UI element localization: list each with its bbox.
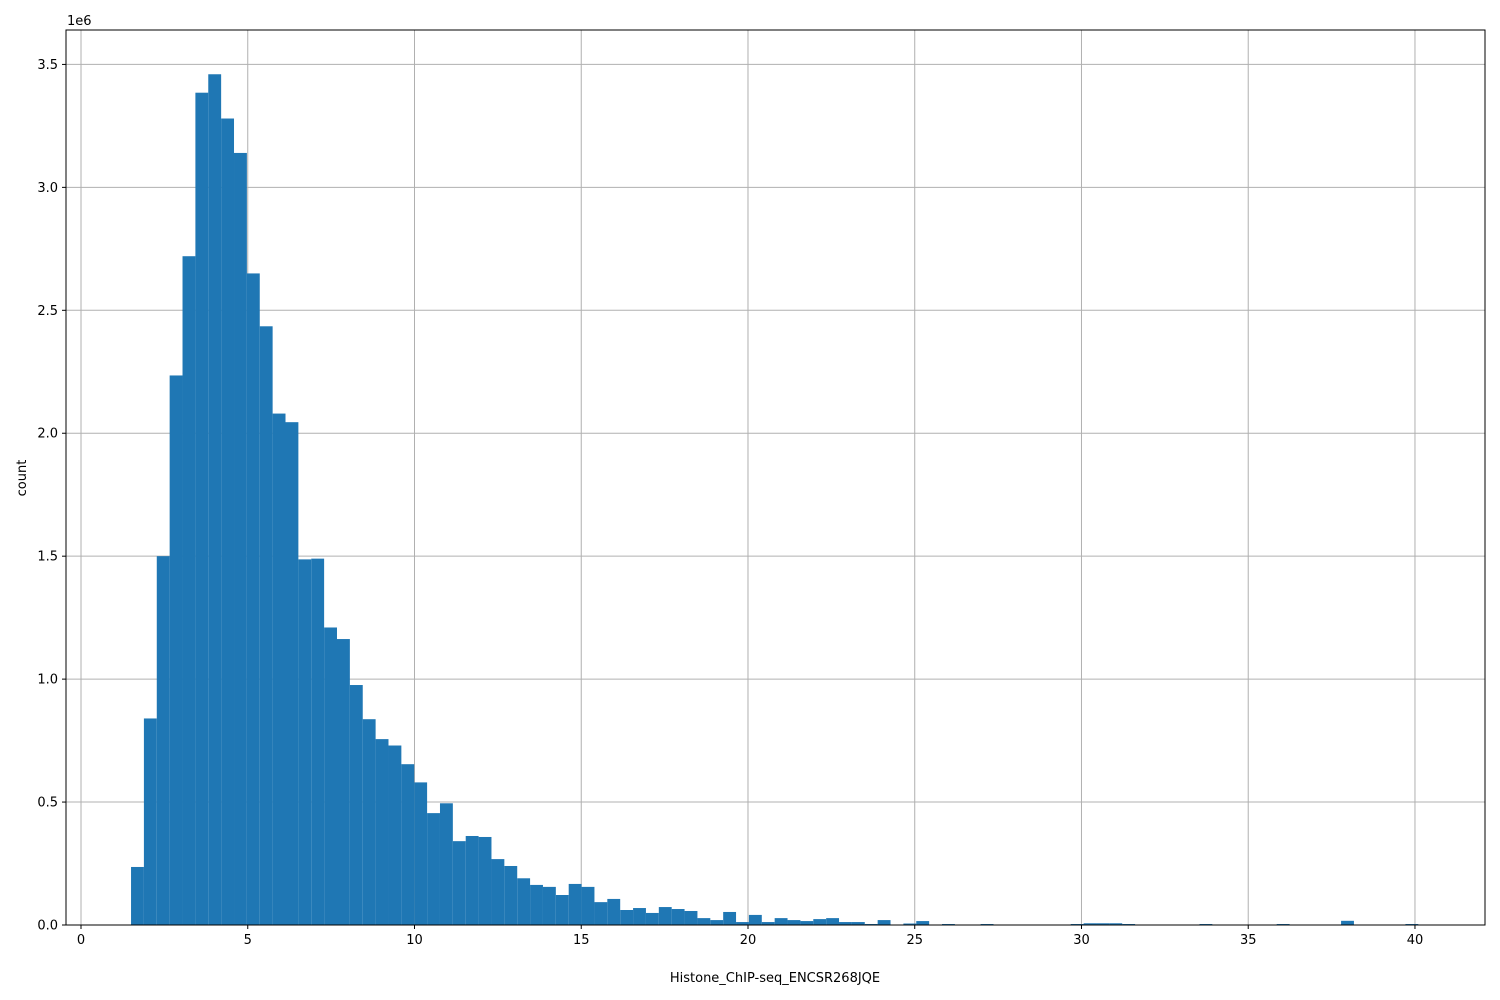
histogram-bar	[671, 909, 685, 925]
histogram-bar	[491, 859, 505, 925]
y-tick-label: 3.0	[37, 181, 58, 196]
histogram-bar	[813, 919, 827, 925]
bars	[131, 74, 1419, 926]
x-tick-label: 40	[1407, 933, 1424, 948]
histogram-bar	[156, 556, 170, 925]
histogram-bar	[285, 422, 299, 925]
histogram-bar	[169, 375, 183, 925]
x-tick-label: 30	[1073, 933, 1090, 948]
y-tick-label: 1.0	[37, 673, 58, 688]
histogram-bar	[1083, 923, 1097, 925]
histogram-bar	[1109, 923, 1123, 925]
histogram-bar	[182, 256, 196, 925]
histogram-bar	[723, 911, 737, 925]
histogram-bar	[221, 118, 235, 926]
histogram-bar	[452, 841, 466, 925]
histogram-bar	[658, 907, 672, 925]
y-axis-ticks: 0.0 0.5 1.0 1.5 2.0 2.5 3.0 3.5	[37, 58, 66, 934]
histogram-bar	[645, 912, 659, 925]
histogram-bar	[1096, 923, 1110, 925]
histogram-bar	[427, 813, 440, 925]
histogram-bar	[761, 922, 775, 925]
histogram-bar	[748, 914, 762, 925]
histogram-bar	[620, 910, 634, 925]
histogram-bar	[736, 922, 749, 925]
x-tick-label: 35	[1240, 933, 1257, 948]
histogram-bar	[839, 922, 852, 925]
histogram-bar	[143, 718, 157, 925]
histogram-bar	[478, 836, 492, 925]
histogram-bar	[465, 835, 479, 925]
histogram-bar	[131, 866, 144, 925]
y-tick-label: 0.5	[37, 796, 58, 811]
histogram-bar	[903, 923, 917, 925]
histogram-bar	[336, 639, 350, 925]
y-tick-label: 1.5	[37, 550, 58, 565]
histogram-bar	[311, 558, 325, 925]
y-tick-label: 2.0	[37, 427, 58, 442]
histogram-bar	[324, 627, 337, 925]
histogram-bar	[388, 745, 402, 925]
y-axis-label: count	[15, 460, 30, 497]
histogram-bar	[208, 74, 222, 925]
x-axis-ticks: 0 5 10 15 20 25 30 35 40	[77, 925, 1423, 948]
x-tick-label: 0	[77, 933, 85, 948]
histogram-bar	[234, 152, 247, 925]
x-tick-label: 5	[244, 933, 252, 948]
y-tick-label: 3.5	[37, 58, 58, 73]
histogram-bar	[1341, 920, 1354, 925]
y-offset-label: 1e6	[67, 14, 92, 29]
histogram-bar	[774, 918, 788, 925]
histogram-bar	[607, 898, 621, 925]
histogram-bar	[439, 803, 453, 925]
histogram-bar	[246, 273, 260, 926]
histogram-bar	[259, 326, 273, 926]
x-tick-label: 10	[406, 933, 423, 948]
histogram-bar	[542, 886, 556, 925]
histogram-bar	[195, 92, 209, 926]
histogram-bar	[684, 910, 698, 925]
histogram-bar	[362, 719, 376, 925]
histogram-bar	[504, 865, 518, 925]
histogram-bar	[633, 908, 646, 925]
histogram-bar	[851, 922, 865, 925]
histogram-bar	[581, 886, 595, 925]
histogram-bar	[916, 921, 930, 925]
histogram-bar	[272, 413, 286, 925]
histogram-bar	[697, 918, 711, 925]
histogram-bar	[349, 685, 363, 925]
histogram-bar	[517, 878, 531, 925]
y-tick-label: 2.5	[37, 304, 58, 319]
histogram-bar	[530, 884, 543, 925]
histogram-bar	[710, 920, 724, 925]
histogram-bar	[800, 921, 814, 925]
histogram-bar	[826, 918, 840, 925]
histogram-bar	[375, 739, 389, 925]
x-tick-label: 15	[573, 933, 590, 948]
axes-frame	[65, 29, 1486, 926]
histogram-bar	[414, 782, 428, 925]
histogram-bar	[594, 902, 608, 925]
x-axis-label: Histone_ChIP-seq_ENCSR268JQE	[670, 971, 880, 986]
histogram-bar	[568, 883, 582, 925]
histogram-bar	[401, 764, 415, 925]
histogram-bar	[555, 895, 569, 925]
x-tick-label: 25	[906, 933, 923, 948]
histogram-bar	[877, 920, 891, 925]
x-tick-label: 20	[740, 933, 757, 948]
histogram-bar	[298, 559, 312, 925]
y-tick-label: 0.0	[37, 919, 58, 934]
histogram-bar	[787, 920, 801, 925]
